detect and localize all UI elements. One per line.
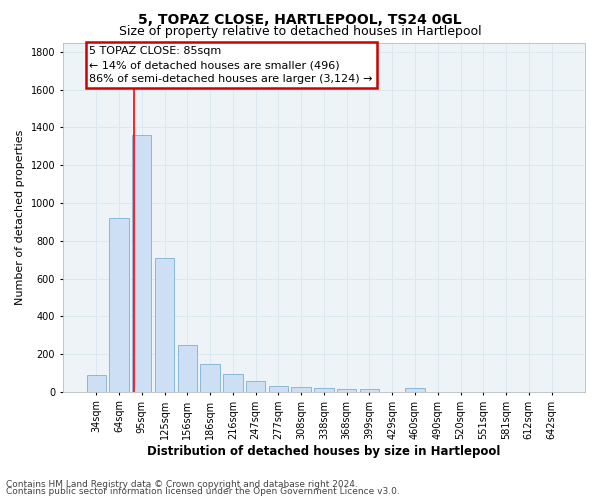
Bar [269,386,288,392]
Bar [132,135,151,392]
Text: Size of property relative to detached houses in Hartlepool: Size of property relative to detached ho… [119,25,481,38]
Bar [246,382,265,392]
Bar [314,388,334,392]
Bar [86,375,106,392]
Text: 5 TOPAZ CLOSE: 85sqm
← 14% of detached houses are smaller (496)
86% of semi-deta: 5 TOPAZ CLOSE: 85sqm ← 14% of detached h… [89,46,373,84]
Bar [109,218,128,392]
Bar [360,389,379,392]
Bar [155,258,174,392]
X-axis label: Distribution of detached houses by size in Hartlepool: Distribution of detached houses by size … [147,444,500,458]
Bar [292,387,311,392]
Text: Contains HM Land Registry data © Crown copyright and database right 2024.: Contains HM Land Registry data © Crown c… [6,480,358,489]
Text: Contains public sector information licensed under the Open Government Licence v3: Contains public sector information licen… [6,487,400,496]
Y-axis label: Number of detached properties: Number of detached properties [15,130,25,305]
Text: 5, TOPAZ CLOSE, HARTLEPOOL, TS24 0GL: 5, TOPAZ CLOSE, HARTLEPOOL, TS24 0GL [138,12,462,26]
Bar [337,389,356,392]
Bar [223,374,242,392]
Bar [200,364,220,392]
Bar [406,388,425,392]
Bar [178,344,197,392]
